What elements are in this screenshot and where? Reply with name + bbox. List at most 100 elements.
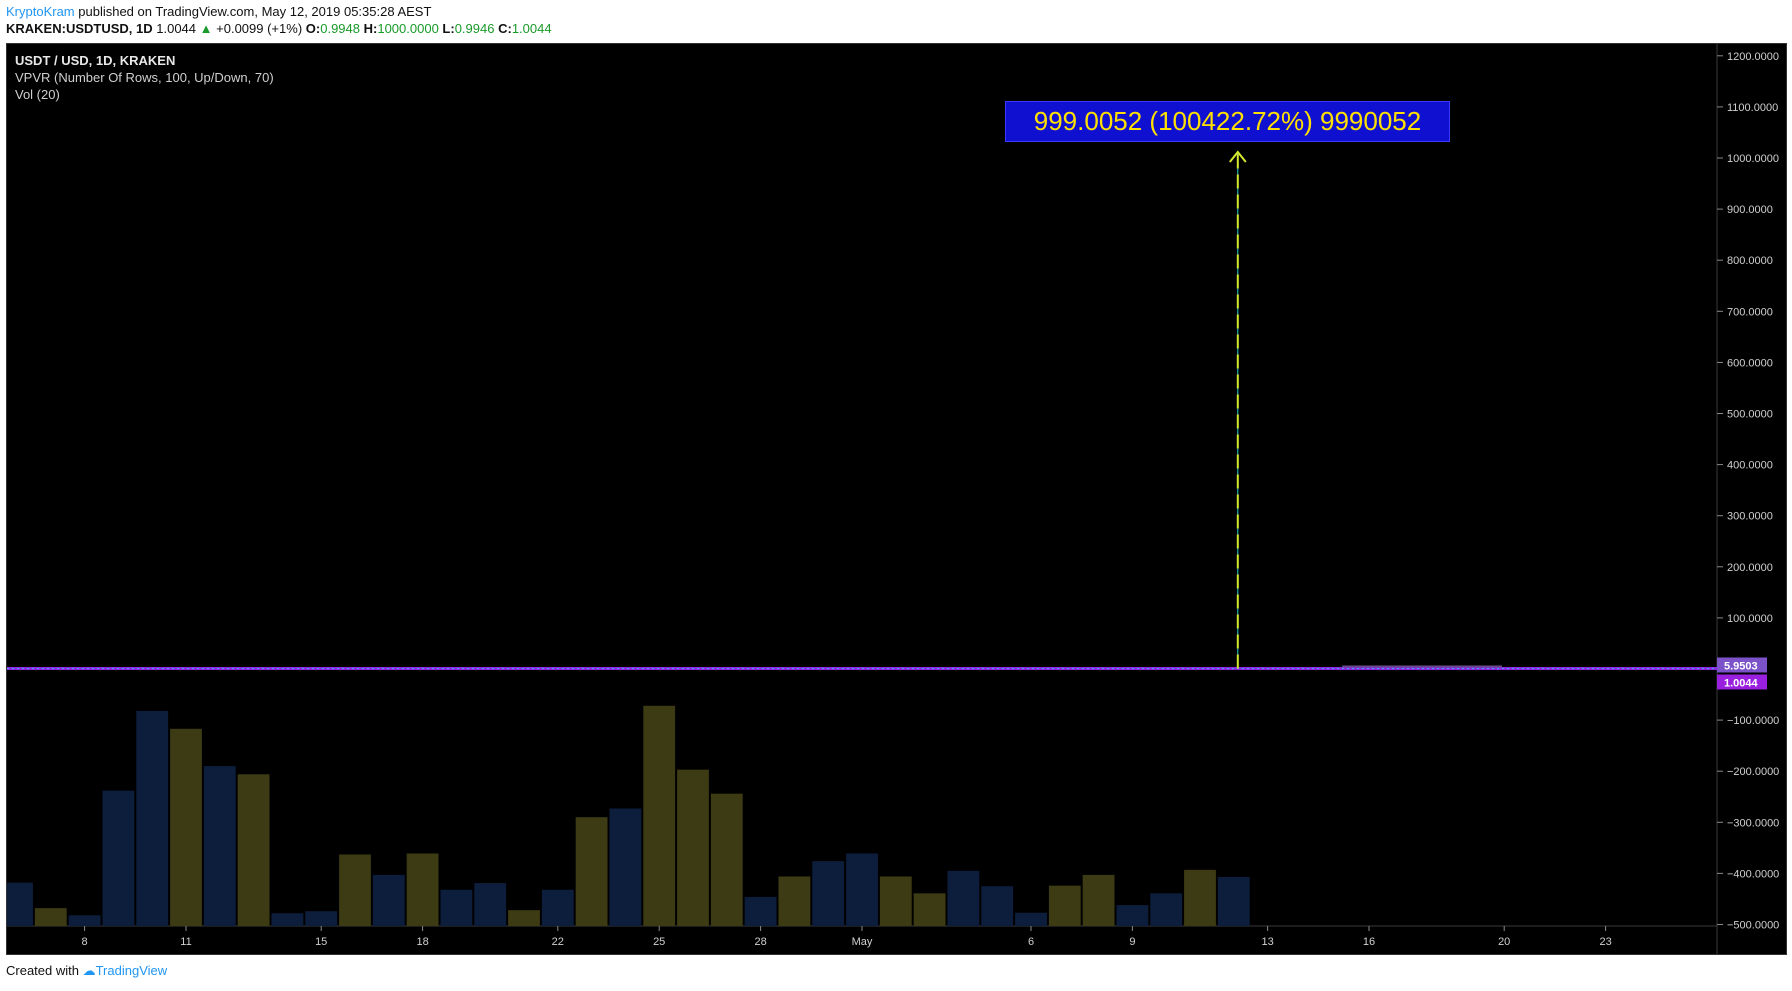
volume-bar[interactable] <box>643 705 676 926</box>
volume-bar[interactable] <box>541 889 574 926</box>
price-change: +0.0099 (+1%) <box>216 21 303 36</box>
volume-bar[interactable] <box>846 853 878 926</box>
up-arrow-icon: ▲ <box>199 21 213 36</box>
volume-bar[interactable] <box>710 793 743 926</box>
high-label: H: <box>363 21 378 36</box>
author-link[interactable]: KryptoKram <box>6 4 75 19</box>
close-label: C: <box>498 21 512 36</box>
volume-bar[interactable] <box>913 893 946 926</box>
tradingview-logo-icon[interactable]: ☁ <box>82 963 96 978</box>
measure-label[interactable]: 999.0052 (100422.72%) 9990052 <box>1005 101 1450 142</box>
y-tick-label: 200.0000 <box>1727 562 1773 574</box>
x-tick-label: 9 <box>1129 936 1135 948</box>
volume-bar[interactable] <box>102 790 135 926</box>
y-tick-label: −400.0000 <box>1727 868 1779 880</box>
y-tick-label: 800.0000 <box>1727 255 1773 267</box>
measure-arrow-head-icon <box>1229 150 1247 163</box>
x-tick-label: 11 <box>180 936 191 948</box>
volume-bar[interactable] <box>575 817 608 926</box>
volume-bar[interactable] <box>947 870 980 926</box>
symbol-ohlc-line: KRAKEN:USDTUSD, 1D 1.0044 ▲ +0.0099 (+1%… <box>6 21 552 36</box>
chart-canvas[interactable]: 1200.0000 1100.0000 1000.0000 900.0000 800.0… <box>7 44 1786 954</box>
volume-bar[interactable] <box>1150 893 1183 926</box>
y-tick-label: 100.0000 <box>1727 613 1773 625</box>
volume-bar[interactable] <box>1184 869 1216 926</box>
x-tick-label: 13 <box>1261 936 1273 948</box>
volume-bar[interactable] <box>778 876 811 926</box>
created-with-text: Created with <box>6 963 83 978</box>
legend-vpvr[interactable]: VPVR (Number Of Rows, 100, Up/Down, 70) <box>15 70 274 85</box>
volume-bar[interactable] <box>339 854 371 926</box>
price-tag-background <box>1717 657 1767 673</box>
x-tick-label: 18 <box>416 936 428 948</box>
y-tick-label: 300.0000 <box>1727 511 1773 523</box>
price-tag-label: 5.9503 <box>1724 660 1758 672</box>
legend-title[interactable]: USDT / USD, 1D, KRAKEN <box>15 53 176 68</box>
y-tick-label: 500.0000 <box>1727 409 1773 421</box>
low-value: 0.9946 <box>454 21 495 36</box>
volume-bar[interactable] <box>34 908 67 926</box>
y-tick-label: 1000.0000 <box>1727 153 1779 165</box>
volume-bar[interactable] <box>1217 876 1250 926</box>
x-tick-label: 15 <box>315 936 327 948</box>
symbol-label: KRAKEN:USDTUSD, 1D <box>6 21 153 36</box>
x-tick-label: 23 <box>1599 936 1611 948</box>
x-tick-label: 22 <box>552 936 564 948</box>
x-tick-label: May <box>852 936 873 948</box>
volume-bar[interactable] <box>677 769 709 926</box>
volume-bar[interactable] <box>406 853 439 926</box>
price-tag-label: 1.0044 <box>1724 677 1759 689</box>
volume-bar[interactable] <box>1015 912 1047 926</box>
price-tag-background <box>1717 674 1767 690</box>
published-text: published on TradingView.com, May 12, 20… <box>74 4 432 19</box>
volume-bar[interactable] <box>1048 885 1081 926</box>
vpvr-profile-bar <box>1342 665 1502 668</box>
volume-bar[interactable] <box>170 728 202 926</box>
volume-bar[interactable] <box>237 774 270 926</box>
footer: Created with ☁TradingView <box>6 963 167 979</box>
x-tick-label: 6 <box>1028 936 1034 948</box>
publish-info: KryptoKram published on TradingView.com,… <box>6 4 431 19</box>
volume-bar[interactable] <box>1116 905 1149 926</box>
x-tick-label: 8 <box>82 936 88 948</box>
chart-panel[interactable]: 1200.0000 1100.0000 1000.0000 900.0000 800.0… <box>6 43 1787 955</box>
open-label: O: <box>305 21 321 36</box>
x-tick-label: 25 <box>653 936 665 948</box>
high-value: 1000.0000 <box>377 21 439 36</box>
last-price: 1.0044 <box>156 21 197 36</box>
y-tick-label: 1100.0000 <box>1727 102 1778 114</box>
volume-bar[interactable] <box>812 861 845 926</box>
volume-bar[interactable] <box>440 889 473 926</box>
low-label: L: <box>442 21 455 36</box>
volume-bar[interactable] <box>609 808 642 926</box>
y-tick-label: −500.0000 <box>1727 920 1779 932</box>
y-tick-label: 400.0000 <box>1727 460 1773 472</box>
y-tick-label: 1200.0000 <box>1727 51 1779 63</box>
open-value: 0.9948 <box>320 21 360 36</box>
volume-bar[interactable] <box>508 910 540 926</box>
y-tick-label: 700.0000 <box>1727 306 1773 318</box>
volume-bar[interactable] <box>981 886 1014 926</box>
y-tick-label: 600.0000 <box>1727 357 1773 369</box>
legend-volume[interactable]: Vol (20) <box>15 87 60 102</box>
volume-bar[interactable] <box>68 915 101 926</box>
volume-bar[interactable] <box>271 913 304 926</box>
volume-bar[interactable] <box>372 874 405 926</box>
volume-bar[interactable] <box>879 876 912 926</box>
y-tick-label: −200.0000 <box>1727 766 1779 778</box>
y-tick-label: −300.0000 <box>1727 817 1779 829</box>
x-tick-label: 20 <box>1498 936 1510 948</box>
volume-bar[interactable] <box>7 882 33 926</box>
volume-bar[interactable] <box>136 710 169 926</box>
volume-bar[interactable] <box>203 766 236 926</box>
x-tick-label: 28 <box>754 936 766 948</box>
volume-bar[interactable] <box>744 896 777 926</box>
x-tick-label: 16 <box>1363 936 1375 948</box>
tradingview-logo-text[interactable]: TradingView <box>95 963 168 978</box>
volume-bar[interactable] <box>1082 874 1115 926</box>
close-value: 1.0044 <box>511 21 552 36</box>
y-tick-label: 900.0000 <box>1727 204 1773 216</box>
volume-bar[interactable] <box>474 883 507 926</box>
y-tick-label: −100.0000 <box>1727 715 1779 727</box>
volume-bar[interactable] <box>305 911 338 926</box>
